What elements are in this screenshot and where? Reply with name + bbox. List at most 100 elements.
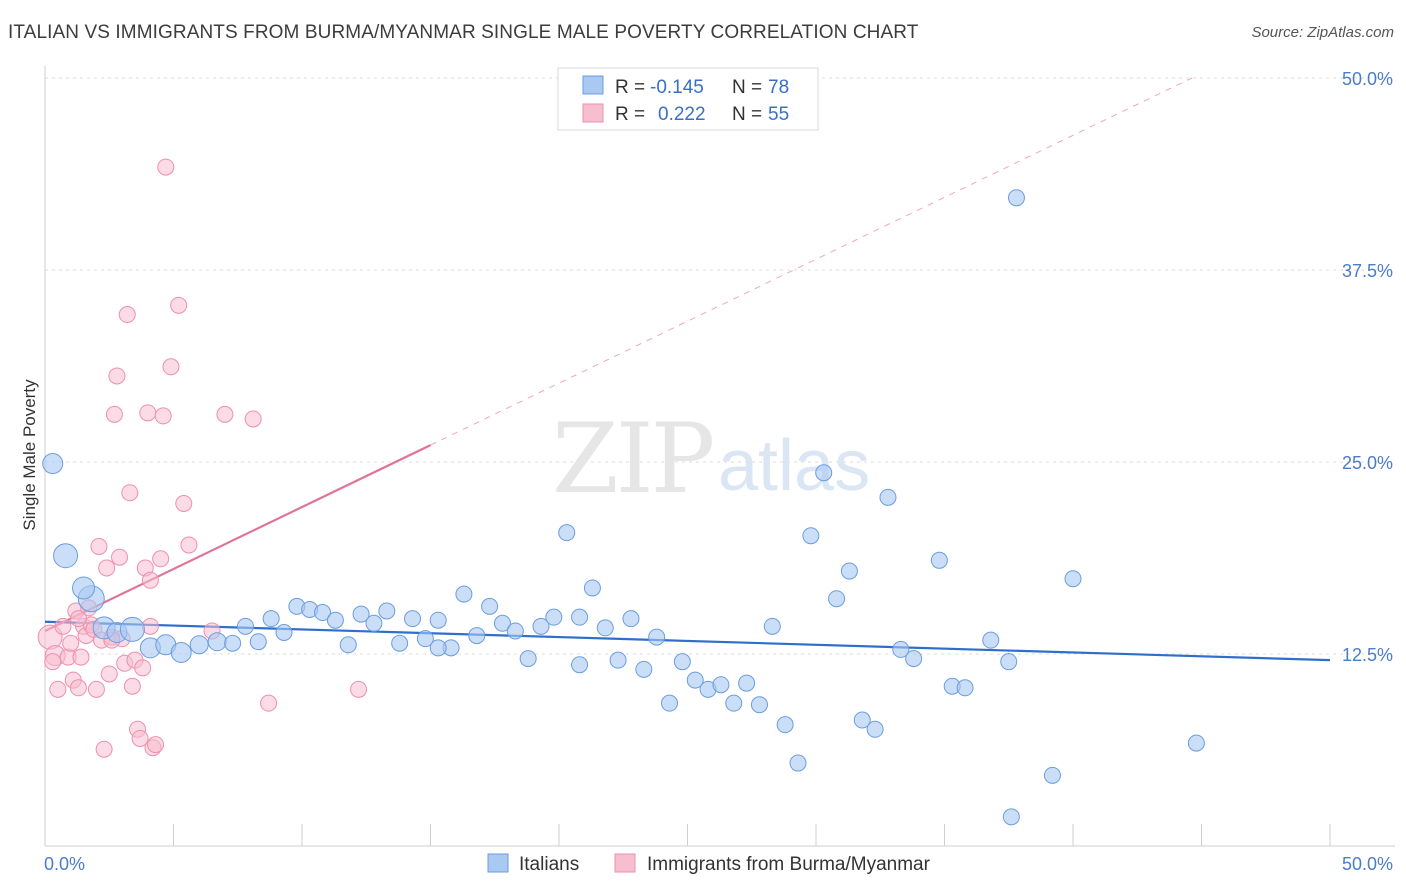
point-italians-71 <box>1007 189 1025 207</box>
point-burma-45 <box>170 296 188 314</box>
point-italians-64 <box>892 640 910 658</box>
legend-n-label-2: N = <box>732 104 762 125</box>
point-burma-25 <box>111 548 129 566</box>
point-italians-50 <box>712 676 730 694</box>
bottom-legend-swatch-burma <box>614 853 636 873</box>
point-burma-4 <box>54 617 72 635</box>
point-italians-63 <box>879 488 897 506</box>
point-italians-14 <box>249 633 267 651</box>
point-burma-2 <box>44 653 62 671</box>
point-italians-20 <box>326 611 344 629</box>
point-burma-33 <box>131 729 149 747</box>
point-italians-37 <box>545 608 563 626</box>
point-italians-68 <box>956 679 974 697</box>
y-tick-label-0: 12.5% <box>1342 645 1393 665</box>
point-burma-6 <box>62 634 80 652</box>
point-italians-75 <box>1187 734 1205 752</box>
point-burma-29 <box>121 484 139 502</box>
point-italians-0 <box>42 453 64 475</box>
x-tick-label-0: 0.0% <box>44 854 85 874</box>
data-points <box>37 158 1205 826</box>
trend-lines <box>44 77 1331 662</box>
point-italians-15 <box>262 610 280 628</box>
point-burma-30 <box>123 677 141 695</box>
legend-r-value-2: 0.222 <box>658 104 706 125</box>
point-italians-21 <box>339 636 357 654</box>
point-burma-41 <box>152 550 170 568</box>
point-italians-36 <box>532 617 550 635</box>
point-italians-72 <box>1002 808 1020 826</box>
point-italians-69 <box>982 631 1000 649</box>
point-burma-37 <box>141 571 159 589</box>
point-burma-40 <box>141 617 159 635</box>
point-italians-39 <box>571 656 589 674</box>
bottom-legend-italians: Italians <box>519 854 579 875</box>
watermark-atlas: atlas <box>718 426 870 506</box>
point-burma-34 <box>134 659 152 677</box>
point-italians-3 <box>72 576 96 600</box>
point-burma-48 <box>216 405 234 423</box>
point-italians-70 <box>1000 653 1018 671</box>
point-italians-57 <box>802 527 820 545</box>
y-tick-labels: 12.5% 25.0% 37.5% 50.0% <box>1342 69 1393 665</box>
point-italians-24 <box>378 602 396 620</box>
legend-r-label-1: R = <box>615 77 645 98</box>
point-italians-48 <box>686 671 704 689</box>
watermark-zip: ZIP <box>552 403 713 515</box>
point-italians-47 <box>673 653 691 671</box>
point-burma-39 <box>147 736 165 754</box>
x-tick-label-1: 50.0% <box>1342 854 1393 874</box>
point-italians-77 <box>429 639 447 657</box>
legend-n-label-1: N = <box>732 77 762 98</box>
point-burma-28 <box>118 306 136 324</box>
bottom-legend: Italians Immigrants from Burma/Myanmar <box>487 853 931 875</box>
point-burma-24 <box>108 367 126 385</box>
point-burma-53 <box>69 610 87 628</box>
y-axis-title: Single Male Poverty <box>20 379 39 531</box>
point-italians-60 <box>840 562 858 580</box>
point-italians-55 <box>776 716 794 734</box>
point-italians-73 <box>1043 766 1061 784</box>
y-tick-label-1: 25.0% <box>1342 453 1393 473</box>
y-tick-label-2: 37.5% <box>1342 261 1393 281</box>
point-burma-52 <box>350 680 368 698</box>
legend-n-value-1: 78 <box>768 77 789 98</box>
legend-box: R = -0.145 N = 78 R = 0.222 N = 55 <box>557 67 819 131</box>
point-italians-25 <box>391 634 409 652</box>
source-label: Source: ZipAtlas.com <box>1251 24 1394 41</box>
y-tick-label-3: 50.0% <box>1342 69 1393 89</box>
bottom-legend-burma: Immigrants from Burma/Myanmar <box>647 854 931 875</box>
point-burma-20 <box>98 559 116 577</box>
legend-r-label-2: R = <box>615 104 645 125</box>
point-burma-16 <box>87 680 105 698</box>
point-burma-42 <box>154 407 172 425</box>
legend-swatch-italians <box>582 75 604 95</box>
point-burma-3 <box>49 680 67 698</box>
point-italians-51 <box>725 694 743 712</box>
point-italians-28 <box>429 611 447 629</box>
legend-n-value-2: 55 <box>768 104 789 125</box>
legend-r-value-1: -0.145 <box>650 77 704 98</box>
point-italians-23 <box>365 614 383 632</box>
point-italians-54 <box>763 617 781 635</box>
point-italians-11 <box>207 632 227 652</box>
point-italians-38 <box>558 524 576 542</box>
point-italians-9 <box>170 641 192 663</box>
chart-title: ITALIAN VS IMMIGRANTS FROM BURMA/MYANMAR… <box>8 22 919 43</box>
point-italians-53 <box>750 696 768 714</box>
trend-line-burma-extension <box>430 77 1193 446</box>
point-italians-13 <box>236 617 254 635</box>
point-italians-45 <box>648 628 666 646</box>
point-burma-23 <box>105 405 123 423</box>
point-italians-16 <box>275 623 293 641</box>
point-italians-66 <box>930 551 948 569</box>
point-italians-1 <box>53 543 79 569</box>
point-italians-31 <box>468 627 486 645</box>
point-italians-44 <box>635 660 653 678</box>
point-italians-52 <box>738 674 756 692</box>
legend-swatch-burma <box>582 103 604 123</box>
point-italians-26 <box>404 610 422 628</box>
point-italians-42 <box>609 651 627 669</box>
point-italians-12 <box>224 634 242 652</box>
